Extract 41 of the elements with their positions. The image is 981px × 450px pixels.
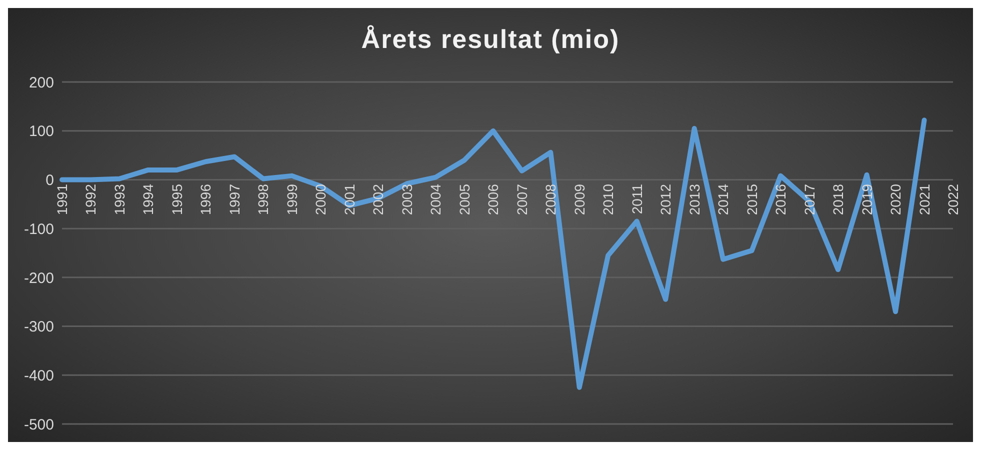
y-tick-label: 0 bbox=[46, 172, 54, 190]
x-tick-label: 2020 bbox=[888, 184, 904, 216]
x-tick-label: 2004 bbox=[428, 184, 444, 216]
y-tick-label: 100 bbox=[28, 123, 54, 140]
x-tick-label: 2018 bbox=[830, 184, 846, 216]
x-tick-label: 1993 bbox=[111, 184, 128, 216]
x-tick-label: 2009 bbox=[571, 184, 588, 216]
x-tick-label: 2007 bbox=[514, 184, 530, 216]
x-tick-label: 2014 bbox=[715, 184, 732, 216]
x-tick-label: 2012 bbox=[658, 184, 674, 216]
x-tick-label: 2010 bbox=[600, 184, 616, 216]
x-tick-label: 1999 bbox=[284, 184, 300, 216]
y-tick-label: -400 bbox=[24, 367, 54, 384]
x-tick-label: 2015 bbox=[744, 184, 760, 216]
x-tick-label: 1992 bbox=[82, 184, 99, 216]
x-tick-label: 1995 bbox=[168, 184, 185, 216]
y-tick-label: -100 bbox=[24, 220, 54, 238]
y-tick-label: -500 bbox=[24, 416, 54, 434]
y-tick-label: 200 bbox=[28, 74, 54, 92]
x-tick-label: 1991 bbox=[54, 184, 70, 216]
x-tick-label: 2011 bbox=[628, 184, 645, 214]
x-tick-label: 2016 bbox=[772, 184, 789, 216]
x-tick-label: 2001 bbox=[341, 184, 358, 216]
chart-title: Årets resultat (mio) bbox=[360, 24, 621, 55]
x-tick-label: 2013 bbox=[686, 184, 702, 216]
x-tick-label: 2008 bbox=[542, 184, 559, 216]
x-tick-label: 2022 bbox=[945, 184, 961, 216]
x-tick-label: 2000 bbox=[312, 184, 329, 216]
x-tick-label: 1996 bbox=[198, 184, 214, 216]
x-tick-label: 2006 bbox=[485, 184, 502, 216]
x-tick-label: 2005 bbox=[456, 184, 472, 216]
x-tick-label: 1994 bbox=[140, 184, 156, 216]
x-tick-label: 2003 bbox=[398, 184, 415, 216]
x-tick-label: 1998 bbox=[255, 184, 272, 216]
x-tick-label: 1997 bbox=[226, 184, 242, 216]
x-tick-label: 2017 bbox=[801, 184, 818, 216]
x-tick-label: 2019 bbox=[858, 184, 875, 216]
x-tick-label: 2002 bbox=[370, 184, 386, 216]
x-tick-label: 2021 bbox=[916, 184, 932, 216]
y-tick-label: -300 bbox=[24, 318, 54, 336]
y-tick-label: -200 bbox=[24, 270, 54, 287]
